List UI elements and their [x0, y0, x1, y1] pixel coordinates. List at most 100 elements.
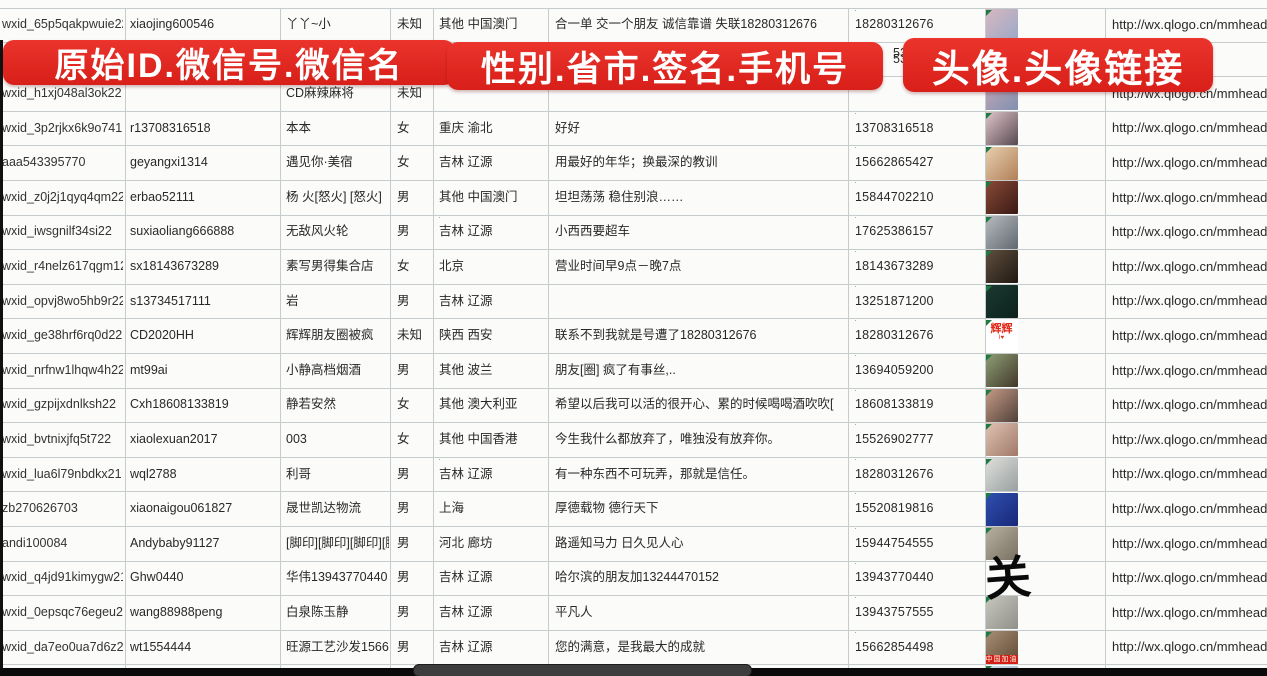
cell-wechat-id[interactable]: Cxh18608133819: [130, 397, 229, 412]
cell-wechat-id[interactable]: mt99ai: [130, 362, 168, 377]
cell-wechat-id[interactable]: r13708316518: [130, 120, 211, 135]
cell-region[interactable]: 其他 澳大利亚: [439, 397, 518, 412]
cell-wechat-name[interactable]: 杨 火[怒火] [怒火]: [286, 189, 382, 204]
cell-region[interactable]: 其他 波兰: [439, 362, 493, 377]
cell-wechat-id[interactable]: Andybaby91127: [130, 535, 220, 550]
cell-region[interactable]: 北京: [439, 259, 465, 274]
cell-gender[interactable]: 女: [397, 432, 410, 447]
cell-avatar-link[interactable]: http://wx.qlogo.cn/mmhead,: [1112, 639, 1267, 655]
cell-wechat-id[interactable]: s13734517111: [130, 293, 211, 308]
cell-original-id[interactable]: wxid_gzpijxdnlksh22: [2, 397, 116, 412]
cell-original-id[interactable]: zb270626703: [2, 501, 78, 516]
cell-phone[interactable]: 13694059200: [855, 354, 983, 388]
cell-wechat-name[interactable]: CD麻辣麻将: [286, 86, 355, 101]
cell-avatar[interactable]: [985, 112, 1105, 146]
cell-gender[interactable]: 男: [397, 639, 410, 654]
cell-avatar[interactable]: [985, 492, 1105, 526]
cell-region[interactable]: 吉林 辽源: [439, 216, 546, 250]
cell-signature[interactable]: 哈尔滨的朋友加13244470152: [555, 570, 719, 585]
cell-region[interactable]: 重庆 渝北: [439, 120, 493, 135]
cell-original-id[interactable]: wxid_h1xj048al3ok22: [2, 86, 122, 101]
cell-avatar[interactable]: [985, 285, 1105, 319]
cell-region[interactable]: 其他 中国澳门: [439, 189, 518, 204]
horizontal-scrollbar-thumb[interactable]: [413, 664, 752, 676]
cell-avatar-link[interactable]: http://wx.qlogo.cn/mmhead: [1112, 258, 1267, 274]
cell-phone[interactable]: 13708316518: [855, 112, 983, 146]
cell-gender[interactable]: 男: [397, 605, 410, 620]
cell-gender[interactable]: 女: [397, 259, 410, 274]
cell-region[interactable]: 吉林 辽源: [439, 570, 493, 585]
cell-region[interactable]: 吉林 辽源: [439, 605, 493, 620]
cell-phone[interactable]: 13943757555: [855, 596, 983, 630]
cell-wechat-id[interactable]: geyangxi1314: [130, 155, 208, 170]
cell-avatar[interactable]: [985, 8, 1105, 42]
cell-signature[interactable]: 用最好的年华；换最深的教训: [555, 155, 718, 170]
cell-signature[interactable]: 希望以后我可以活的很开心、累的时候喝喝酒吹吹[: [555, 397, 834, 412]
cell-wechat-id[interactable]: CD2020HH: [130, 328, 194, 343]
cell-phone[interactable]: 15944754555: [855, 527, 983, 561]
cell-avatar-link[interactable]: http://wx.qlogo.cn/mmhead: [1112, 397, 1267, 413]
cell-avatar[interactable]: [985, 423, 1105, 457]
cell-avatar[interactable]: [985, 527, 1105, 561]
cell-avatar[interactable]: [985, 388, 1105, 423]
cell-signature[interactable]: [555, 285, 846, 319]
cell-signature[interactable]: 厚德载物 德行天下: [555, 501, 659, 516]
cell-wechat-id[interactable]: erbao52111: [130, 189, 195, 204]
cell-signature[interactable]: 有一种东西不可玩弄，那就是信任。: [555, 466, 756, 481]
cell-wechat-id[interactable]: Ghw0440: [130, 570, 184, 585]
cell-gender[interactable]: 男: [397, 466, 410, 481]
cell-wechat-id[interactable]: wql2788: [130, 466, 177, 481]
cell-signature[interactable]: 朋友[圈] 疯了有事丝,..: [555, 362, 676, 377]
cell-wechat-name[interactable]: 辉辉朋友圈被疯: [286, 328, 374, 343]
cell-gender[interactable]: 未知: [397, 328, 423, 343]
cell-region[interactable]: 吉林 辽源: [439, 639, 493, 654]
cell-phone[interactable]: 18143673289: [855, 250, 983, 284]
cell-wechat-name[interactable]: 静若安然: [286, 397, 337, 412]
cell-wechat-name[interactable]: 小静高档烟酒: [286, 362, 362, 377]
cell-wechat-name[interactable]: 003: [286, 432, 307, 447]
cell-signature[interactable]: 小西西要超车: [555, 224, 631, 239]
cell-phone[interactable]: 15662865427: [855, 146, 983, 180]
cell-signature[interactable]: 联系不到我就是号遭了18280312676: [555, 328, 757, 343]
cell-avatar-link[interactable]: http://wx.qlogo.cn/mmhead: [1112, 466, 1267, 482]
cell-wechat-id[interactable]: sx18143673289: [130, 259, 219, 274]
cell-gender[interactable]: 女: [397, 397, 410, 412]
cell-wechat-name[interactable]: 岩: [286, 293, 299, 308]
cell-wechat-name[interactable]: 白泉陈玉静: [286, 605, 349, 620]
cell-wechat-id[interactable]: wang88988peng: [130, 605, 223, 620]
cell-phone[interactable]: 18280312676: [855, 319, 983, 353]
cell-avatar[interactable]: [985, 458, 1105, 492]
cell-original-id[interactable]: wxid_65p5qakpwuie22: [2, 17, 123, 32]
cell-wechat-name[interactable]: 遇见你·美宿: [286, 155, 353, 170]
cell-avatar[interactable]: 关: [983, 549, 1105, 606]
cell-wechat-name[interactable]: 利哥: [286, 466, 312, 481]
cell-original-id[interactable]: wxid_bvtnixjfq5t722: [2, 432, 112, 447]
cell-wechat-id[interactable]: wt1554444: [130, 639, 192, 654]
cell-region[interactable]: 陕西 西安: [439, 328, 493, 343]
cell-avatar-link[interactable]: http://wx.qlogo.cn/mmhead: [1112, 155, 1267, 171]
cell-region[interactable]: 吉林 辽源: [439, 293, 493, 308]
cell-wechat-id[interactable]: xiaolexuan2017: [130, 432, 218, 447]
cell-gender[interactable]: 男: [397, 362, 410, 377]
cell-gender[interactable]: 男: [397, 501, 410, 516]
cell-avatar-link[interactable]: http://wx.qlogo.cn/mmhead: [1112, 293, 1267, 309]
cell-wechat-id[interactable]: xiaonaigou061827: [130, 501, 233, 516]
cell-gender[interactable]: 女: [397, 155, 410, 170]
cell-avatar-link[interactable]: http://wx.qlogo.cn/mmhead: [1112, 224, 1267, 240]
cell-phone[interactable]: 18608133819: [855, 389, 983, 423]
cell-avatar-link[interactable]: http://wx.qlogo.cn/mmhead: [1112, 431, 1267, 447]
cell-wechat-name[interactable]: [脚印][脚印][脚印][脚: [286, 535, 389, 550]
cell-wechat-name[interactable]: 华伟13943770440: [286, 570, 388, 585]
cell-avatar-link[interactable]: http://wx.qlogo.cn/mmhead: [1112, 500, 1267, 516]
cell-original-id[interactable]: wxid_ge38hrf6rq0d22: [2, 328, 123, 343]
cell-original-id[interactable]: wxid_r4nelz617qgm12: [2, 259, 123, 274]
cell-region[interactable]: 上海: [439, 501, 465, 516]
cell-signature[interactable]: 今生我什么都放弃了，唯独没有放弃你。: [555, 432, 781, 447]
cell-gender[interactable]: 男: [397, 570, 410, 585]
cell-phone[interactable]: 17625386157: [855, 216, 983, 250]
cell-avatar[interactable]: 中国加油: [985, 630, 1105, 665]
cell-gender[interactable]: 男: [397, 293, 410, 308]
cell-original-id[interactable]: wxid_z0j2j1qyq4qm22: [2, 189, 123, 204]
cell-avatar-link[interactable]: http://wx.qlogo.cn/mmhead: [1112, 327, 1267, 343]
cell-wechat-id[interactable]: suxiaoliang666888: [130, 224, 235, 239]
